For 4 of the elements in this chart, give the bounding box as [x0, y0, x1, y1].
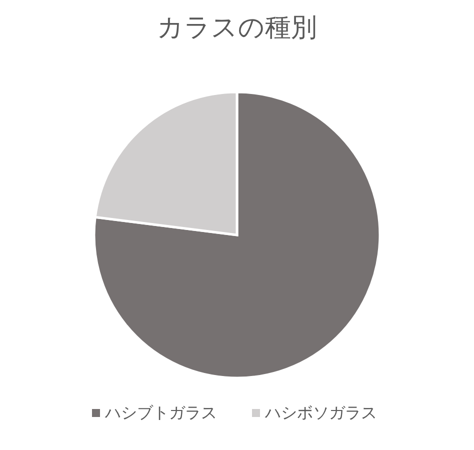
legend-label: ハシブトガラス — [104, 403, 217, 422]
chart-title: カラスの種別 — [157, 13, 317, 43]
pie-slice — [92, 90, 382, 380]
legend-label: ハシボソガラス — [264, 403, 377, 422]
